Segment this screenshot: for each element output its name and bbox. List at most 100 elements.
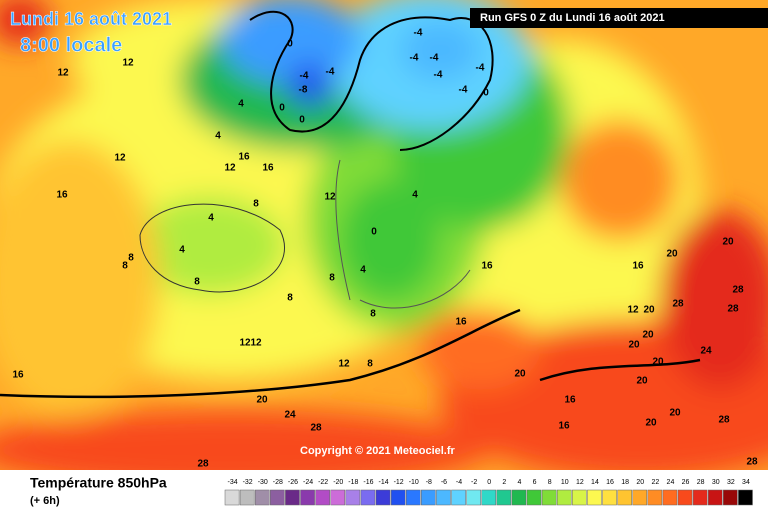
legend-label: -4 (456, 479, 462, 486)
legend-label: -8 (426, 479, 432, 486)
legend-label: 14 (591, 479, 599, 486)
legend-label: 18 (621, 479, 629, 486)
map-field (0, 0, 768, 490)
legend-swatch (602, 489, 617, 506)
contour-label: 12 (250, 338, 262, 349)
contour-label: -4 (326, 67, 335, 78)
contour-label: 8 (122, 261, 128, 272)
legend-label: -10 (409, 479, 419, 486)
legend-swatch (390, 489, 406, 506)
contour-label: -8 (299, 85, 308, 96)
contour-label: 16 (481, 261, 493, 272)
legend-swatch (254, 489, 270, 506)
legend-label: 30 (712, 479, 720, 486)
contour-label: 8 (194, 277, 200, 288)
contour-label: 28 (718, 415, 730, 426)
contour-label: 20 (722, 237, 734, 248)
legend-swatch (436, 489, 451, 506)
legend-swatch (707, 489, 723, 506)
contour-label: 20 (643, 305, 655, 316)
run-info: Run GFS 0 Z du Lundi 16 août 2021 (480, 12, 665, 24)
legend-label: 28 (697, 479, 705, 486)
contour-label: 12 (122, 58, 134, 69)
contour-label: 12 (239, 338, 251, 349)
legend-swatch (496, 489, 512, 506)
legend-swatch (511, 489, 527, 506)
legend-swatch (345, 489, 361, 506)
contour-label: 28 (197, 459, 209, 470)
contour-label: 20 (628, 340, 640, 351)
legend-label: 34 (742, 479, 750, 486)
contour-label: -4 (476, 63, 485, 74)
legend-label: -16 (363, 479, 373, 486)
contour-label: 24 (700, 346, 712, 357)
contour-label: 12 (224, 163, 236, 174)
legend-label: 20 (636, 479, 644, 486)
contour-label: 28 (727, 304, 739, 315)
contour-label: 12 (324, 192, 336, 203)
legend-label: -20 (333, 479, 343, 486)
contour-label: 20 (645, 418, 657, 429)
legend-swatch (466, 489, 481, 506)
contour-label: 4 (238, 99, 244, 110)
legend-swatch (662, 489, 678, 506)
contour-label: 20 (669, 408, 681, 419)
legend-swatch (270, 489, 285, 506)
legend-label: 12 (576, 479, 584, 486)
contour-label: 4 (179, 245, 185, 256)
legend-label: -34 (227, 479, 237, 486)
legend-label: 26 (682, 479, 690, 486)
contour-label: 28 (310, 423, 322, 434)
legend-label: 8 (548, 479, 552, 486)
contour-label: 28 (746, 457, 758, 468)
legend-label: -24 (303, 479, 313, 486)
copyright: Copyright © 2021 Meteociel.fr (300, 445, 456, 457)
legend-swatch (405, 489, 421, 506)
footer-title: Température 850hPa (30, 475, 167, 491)
contour-label: -4 (414, 28, 423, 39)
legend-swatch (285, 489, 300, 506)
legend-swatch (239, 489, 255, 506)
contour-label: 20 (636, 376, 648, 387)
legend-swatch (723, 489, 738, 506)
legend-swatch (572, 489, 587, 506)
legend-swatch (451, 489, 466, 506)
legend-label: -30 (258, 479, 268, 486)
legend-swatch (300, 489, 315, 506)
legend-swatch (421, 489, 436, 506)
legend-swatch (330, 489, 346, 506)
legend-swatch (315, 489, 330, 506)
contour-label: 16 (56, 190, 68, 201)
legend-label: -22 (318, 479, 328, 486)
legend-label: -28 (273, 479, 283, 486)
legend-swatch (375, 489, 391, 506)
legend-label: -18 (348, 479, 358, 486)
contour-label: 20 (642, 330, 654, 341)
contour-label: 0 (299, 115, 305, 126)
contour-label: 24 (284, 410, 296, 421)
contour-label: 8 (370, 309, 376, 320)
contour-label: 4 (215, 131, 221, 142)
contour-label: 16 (632, 261, 644, 272)
legend-label: 22 (651, 479, 659, 486)
contour-label: -4 (410, 53, 419, 64)
contour-label: 0 (371, 227, 377, 238)
contour-label: 8 (329, 273, 335, 284)
time: 8:00 locale (20, 34, 122, 56)
contour-label: 20 (256, 395, 268, 406)
legend-label: -2 (471, 479, 477, 486)
contour-label: -4 (459, 85, 468, 96)
contour-label: 28 (672, 299, 684, 310)
date: Lundi 16 août 2021 (10, 9, 172, 29)
contour-label: 0 (483, 88, 489, 99)
contour-label: 8 (287, 293, 293, 304)
legend-swatch (541, 489, 557, 506)
contour-label: 16 (558, 421, 570, 432)
contour-label: 4 (412, 190, 418, 201)
legend-swatch (692, 489, 708, 506)
contour-label: 4 (208, 213, 214, 224)
contour-label: 16 (12, 370, 24, 381)
contour-label: 16 (262, 163, 274, 174)
